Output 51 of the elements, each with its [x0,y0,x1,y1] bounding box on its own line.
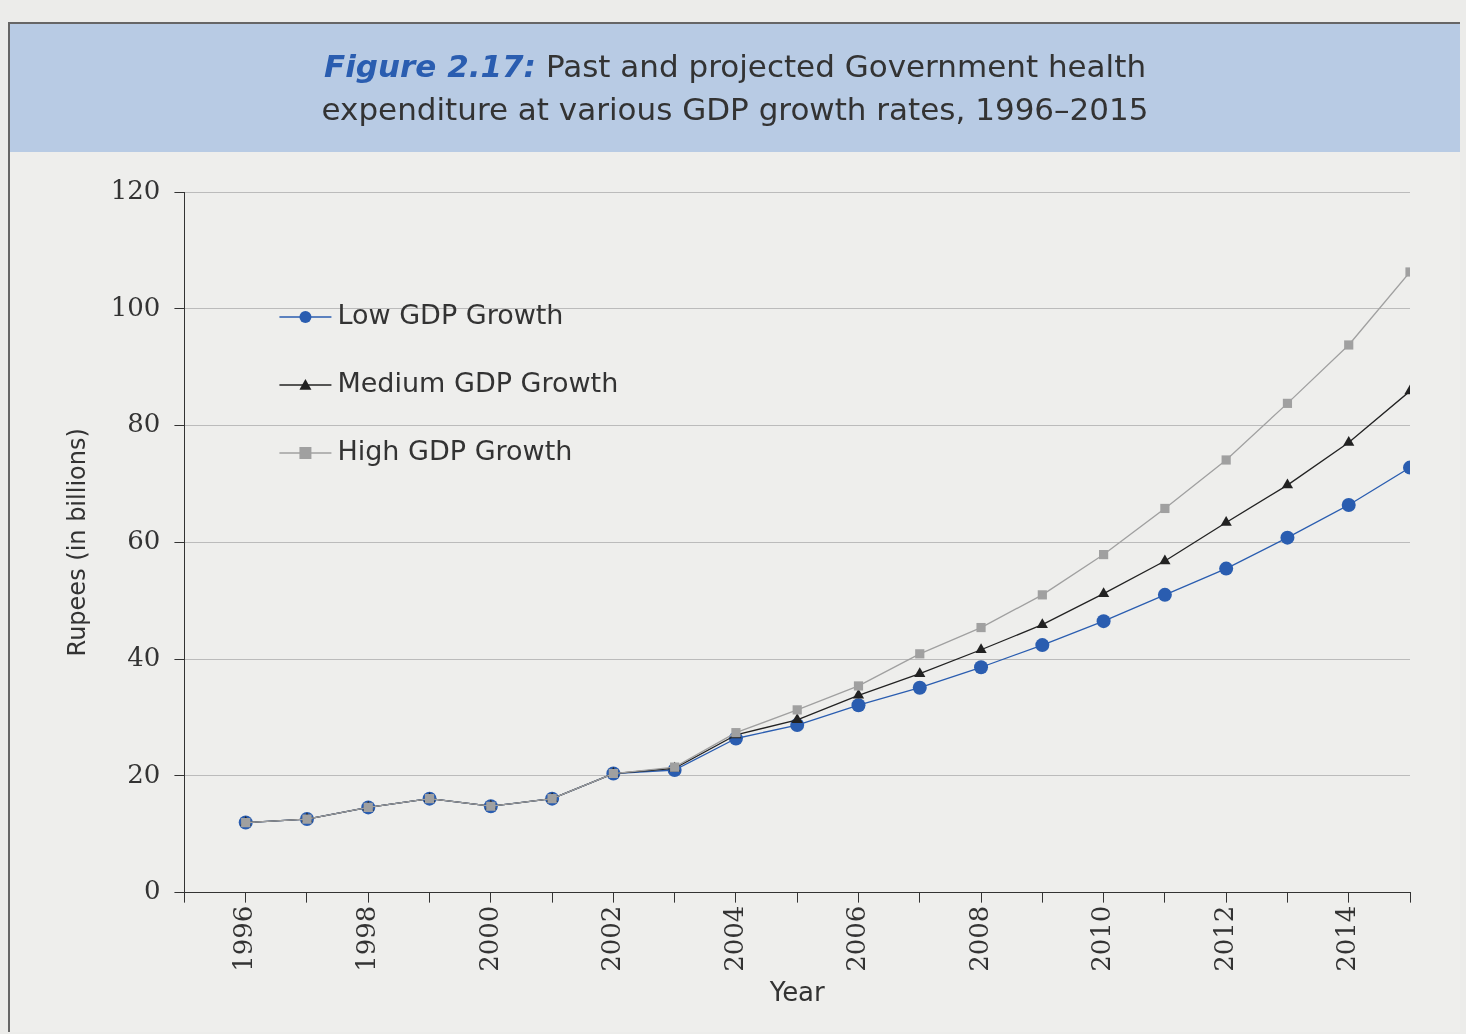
x-tick-label: 2012 [1208,905,1239,972]
x-tick-label: 2002 [596,905,627,972]
x-tick-label: 2008 [963,905,994,972]
point [974,660,989,675]
point [1160,503,1170,514]
y-tick-label: 80 [127,408,161,439]
y-axis-title: Rupees (in billions) [62,428,91,657]
x-axis-title: Year [768,977,826,1008]
point [912,680,927,695]
legend-label: Medium GDP Growth [337,367,619,399]
point [975,643,987,653]
chart-title: Figure 2.17: Past and projected Government health expenditure at various GDP growth rates, 1996–2015 [321,47,1149,127]
point [1220,515,1232,526]
point [853,681,864,691]
point [1099,549,1109,560]
y-tick-label: 0 [143,875,161,906]
legend-label: Low GDP Growth [337,299,564,331]
point [1219,561,1234,576]
point [1280,530,1295,545]
x-tick-label: 2000 [473,905,504,972]
x-tick-label: 2006 [841,905,872,972]
point [792,705,802,715]
point [1035,638,1050,653]
point [1344,340,1354,350]
point [976,622,986,633]
legend-label: High GDP Growth [337,435,573,467]
point [1281,478,1294,489]
x-tick-label: 2014 [1331,905,1362,972]
point [1221,455,1231,465]
y-tick-label: 120 [110,174,161,205]
x-tick-label: 2004 [718,905,749,972]
y-tick-label: 60 [127,525,161,556]
point [1036,618,1048,628]
point [1096,614,1111,629]
y-tick-label: 40 [127,641,161,672]
point [791,713,803,724]
x-tick-label: 1996 [228,905,259,972]
point [1157,587,1172,602]
point [1159,554,1171,565]
point [1097,587,1110,597]
y-tick-label: 100 [110,291,161,322]
point [1282,398,1293,408]
x-tick-label: 1998 [351,905,382,972]
point [851,698,866,713]
point [1343,435,1355,446]
y-tick-label: 20 [127,758,161,789]
x-tick-label: 2010 [1086,905,1117,972]
point [1037,590,1047,600]
point [1341,497,1356,512]
point [914,667,926,677]
point [915,649,925,659]
